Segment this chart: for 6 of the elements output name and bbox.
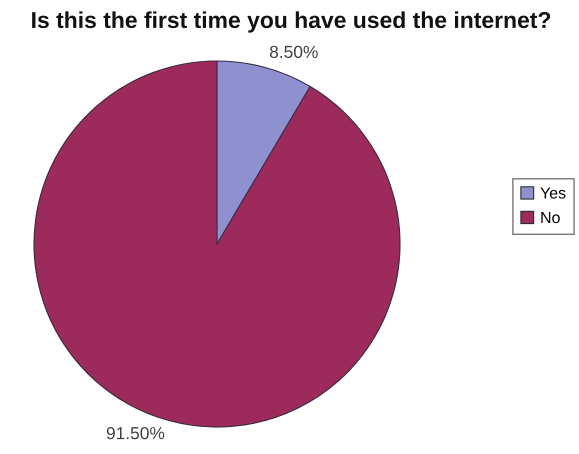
- chart-title: Is this the first time you have used the internet?: [32, 11, 550, 33]
- legend-label: No: [541, 212, 560, 224]
- data-label: 8.50%: [270, 46, 318, 58]
- data-label: 91.50%: [106, 427, 164, 440]
- pie-slice: [33, 60, 401, 428]
- legend-label: Yes: [540, 187, 566, 199]
